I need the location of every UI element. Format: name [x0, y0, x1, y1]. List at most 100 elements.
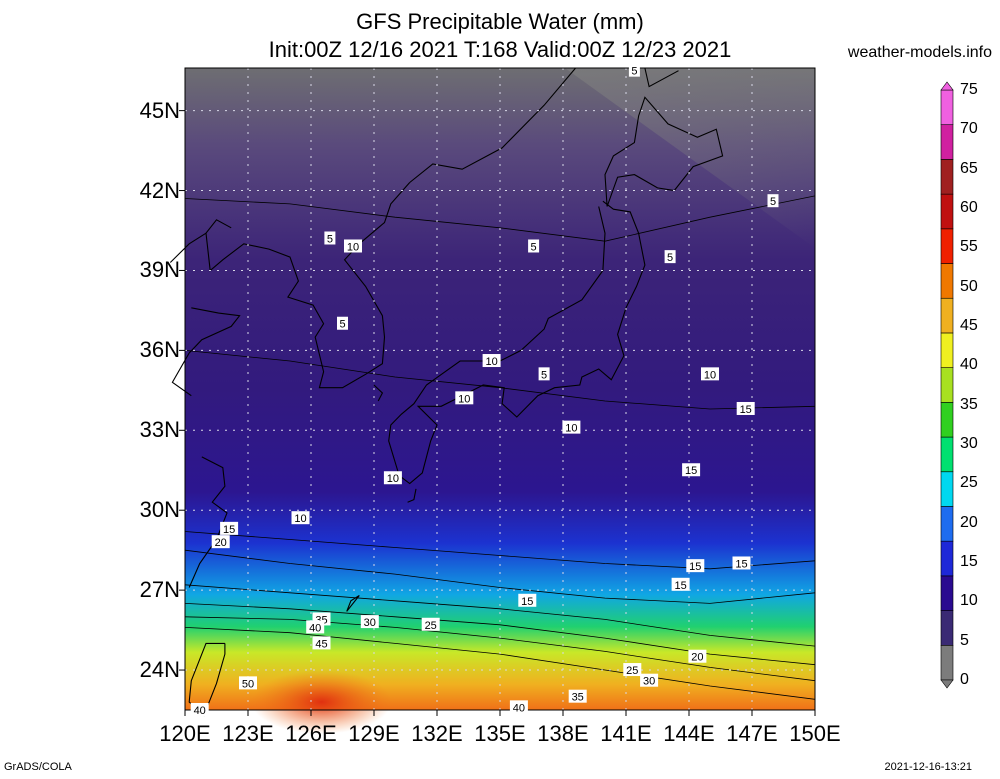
contour-label: 45 [315, 638, 327, 650]
colorbar-label: 5 [960, 631, 969, 649]
lon-label: 126E [285, 721, 337, 746]
contour-label-bg [623, 663, 642, 677]
contour-label-bg [482, 354, 501, 368]
lon-label: 147E [726, 721, 778, 746]
contour-label: 15 [521, 596, 533, 608]
contour-label: 30 [364, 617, 376, 629]
colorbar-segment [940, 644, 954, 681]
contour-label: 5 [541, 369, 547, 381]
contour-label: 10 [565, 423, 577, 435]
coastline [169, 232, 207, 263]
contour-label: 50 [242, 678, 254, 690]
contour-label: 5 [631, 66, 637, 78]
contour-label: 10 [704, 369, 716, 381]
contour-label-bg [383, 471, 402, 485]
contour-label-bg [664, 250, 676, 264]
lat-label: 39N [139, 257, 180, 283]
contour-line [184, 549, 816, 604]
lat-label: 42N [139, 177, 180, 203]
colorbar-segment [940, 332, 954, 368]
contour-label: 15 [740, 404, 752, 416]
contour-label: 40 [309, 622, 321, 634]
coastline [388, 200, 646, 485]
contour-label: 15 [223, 524, 235, 536]
coastline [346, 595, 360, 612]
colorbar-label: 65 [960, 159, 978, 177]
lat-label: 33N [139, 417, 180, 443]
contour-label-bg [682, 463, 701, 477]
colorbar-segment [940, 471, 954, 507]
dry-region [185, 68, 815, 248]
contour-label: 5 [339, 319, 345, 331]
lat-label: 45N [139, 97, 180, 123]
contour-label-bg [518, 593, 537, 607]
contour-label: 30 [643, 676, 655, 688]
contour-line [184, 584, 816, 647]
coastline [373, 384, 384, 402]
lon-label: 129E [348, 721, 400, 746]
coastline [188, 456, 228, 588]
coastline [644, 67, 679, 88]
contour-label: 25 [626, 665, 638, 677]
contour-line [184, 627, 816, 700]
colorbar-segment [940, 297, 954, 334]
lon-label: 144E [663, 721, 715, 746]
contour-line [184, 616, 816, 682]
contour-label-bg [360, 615, 379, 629]
colorbar-top-arrow [940, 81, 954, 91]
coastline [604, 96, 724, 207]
contour-label: 15 [674, 580, 686, 592]
contour-label-bg [640, 673, 659, 687]
colorbar-label: 50 [960, 277, 978, 295]
contour-label-bg [239, 676, 257, 690]
colorbar-segment [940, 506, 954, 542]
contour-label-bg [568, 689, 587, 703]
colorbar-label: 15 [960, 553, 978, 570]
colorbar-segment [940, 228, 954, 264]
contour-label: 25 [425, 620, 437, 632]
lon-label: 135E [474, 721, 526, 746]
colorbar-segment [940, 367, 954, 403]
lon-label: 150E [789, 721, 841, 746]
contour-label-bg [211, 535, 230, 549]
lon-label: 141E [600, 721, 652, 746]
coastline [171, 307, 241, 397]
colorbar-segment [940, 540, 954, 577]
contour-label-bg [306, 620, 325, 634]
contour-label-bg [312, 636, 331, 650]
colorbar-label: 75 [960, 81, 978, 98]
contour-label-bg [220, 521, 239, 535]
contour-label-bg [686, 559, 705, 573]
contour-label-bg [701, 367, 719, 381]
colorbar-label: 0 [960, 671, 969, 688]
colorbar-label: 20 [960, 513, 978, 531]
colorbar-label: 70 [960, 120, 978, 138]
contour-label: 35 [572, 692, 584, 704]
colorbar-segment [940, 193, 954, 230]
colorbar-segment [940, 124, 954, 160]
grads-credit: GrADS/COLA [4, 761, 72, 773]
lat-label: 30N [139, 497, 180, 523]
contour-label-bg [767, 194, 779, 208]
colorbar-label: 10 [960, 592, 978, 610]
colorbar-bottom-arrow [940, 679, 954, 689]
coastline [205, 182, 411, 389]
contour-line [184, 531, 816, 570]
contour-label: 15 [735, 558, 747, 570]
contour-label: 5 [667, 252, 673, 264]
contour-label: 15 [685, 465, 697, 477]
contour-label-bg [190, 703, 209, 716]
colorbar-segment [940, 263, 954, 299]
contour-label-bg [324, 231, 336, 245]
lat-label: 24N [139, 657, 180, 683]
render-timestamp: 2021-12-16-13:21 [884, 761, 972, 773]
map-title: GFS Precipitable Water (mm) [356, 9, 644, 34]
contour-label: 15 [689, 561, 701, 573]
contour-label-bg [337, 316, 348, 330]
colorbar-label: 45 [960, 317, 978, 334]
site-label: weather-models.info [847, 44, 992, 61]
contour-label: 20 [215, 537, 227, 549]
contour-label-bg [455, 391, 474, 405]
coastline [409, 67, 577, 183]
